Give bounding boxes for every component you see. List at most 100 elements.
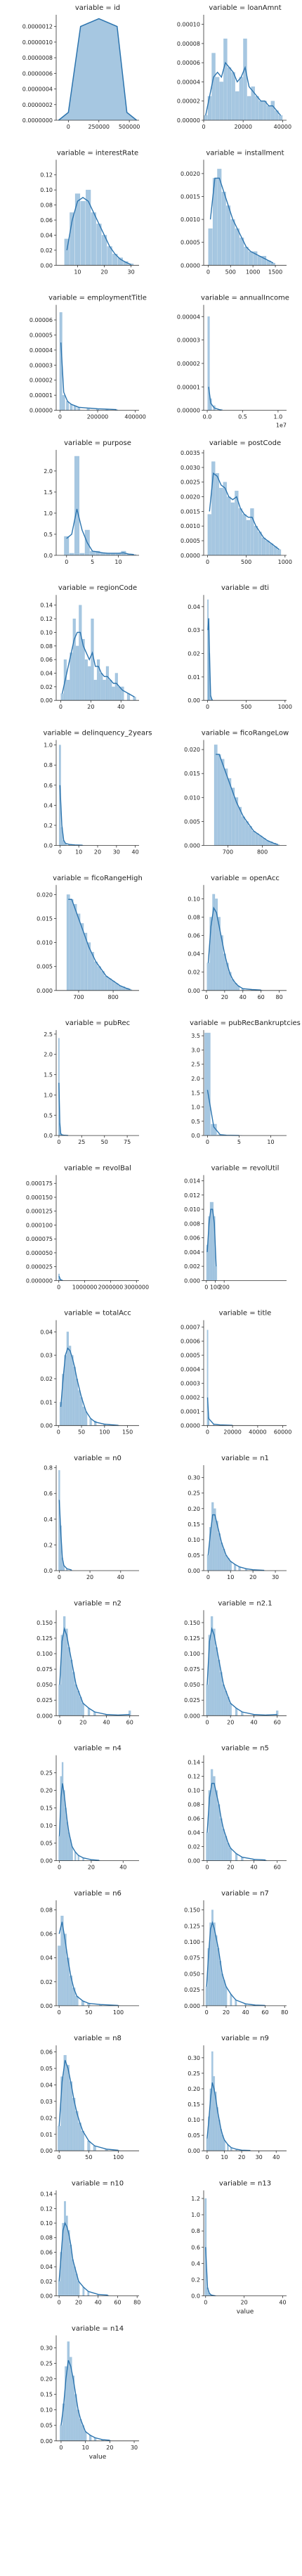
facet-title: variable = pubRecBankruptcies (190, 1019, 301, 1027)
hist-bar (213, 1922, 216, 2007)
kde-line (207, 1514, 265, 1571)
hist-bar (66, 1332, 70, 1426)
facet-title: variable = n2 (74, 1599, 122, 1607)
hist-bar (91, 618, 94, 701)
y-tick-label: 0.0000006 (22, 70, 53, 77)
hist-bar (248, 251, 254, 266)
hist-bar (255, 96, 259, 121)
facet-title: variable = totalAcc (64, 1310, 131, 1318)
x-tick-label: 40 (95, 2300, 102, 2306)
x-tick-label: 2000000 (98, 1284, 124, 1290)
hist-bar (217, 1947, 220, 2007)
y-tick-label: 0.00000 (29, 408, 53, 414)
y-tick-label: 0.05 (40, 1841, 53, 1847)
x-tick-label: 0 (57, 1429, 60, 1436)
y-tick-label: 0.0000 (180, 553, 200, 559)
hist-bar (73, 903, 77, 991)
facet-title: variable = n0 (74, 1455, 122, 1462)
kde-line (58, 2222, 108, 2296)
y-tick-label: 0.0020 (180, 494, 200, 501)
y-tick-label: 0.00 (40, 697, 53, 704)
hist-bar (244, 246, 249, 266)
hist-bar (257, 256, 262, 266)
kde-line (58, 1275, 63, 1282)
hist-bar (69, 553, 74, 556)
hist-bar (270, 262, 275, 266)
hist-bar (227, 1558, 230, 1571)
y-tick-label: 0.0 (44, 843, 53, 849)
hist-bar (66, 2065, 70, 2151)
hist-bar (65, 1628, 68, 1716)
y-tick-label: 3.5 (191, 1033, 200, 1039)
facet-title: variable = n13 (219, 2180, 271, 2188)
kde-line (206, 1782, 266, 1861)
y-tick-label: 0.10 (188, 2117, 200, 2123)
y-tick-label: 1.5 (44, 489, 53, 496)
hist-bar (67, 1647, 71, 1716)
y-tick-label: 0.0 (191, 1133, 200, 1139)
x-tick-label: 100 (210, 1284, 221, 1290)
x-tick-label: 0.5 (238, 414, 247, 420)
y-tick-label: 0.8 (191, 2228, 200, 2234)
x-tick-label: 20 (100, 269, 107, 275)
x-tick-label: 40 (117, 704, 124, 710)
x-tick-label: 0 (58, 849, 62, 856)
x-tick-label: 500 (241, 704, 251, 710)
y-tick-label: 0.20 (40, 2376, 53, 2383)
facet-n2: variable = n2 0.000 0.025 0.050 0.075 0.100 0.… (37, 1599, 139, 1725)
x-tick-label: 20 (94, 849, 101, 856)
facet-totalacc: variable = totalAcc 0.00 0.01 0.02 0.03 0.04 0… (40, 1310, 139, 1436)
y-tick-label: 0.00 (40, 2148, 53, 2154)
hist-bar (96, 659, 100, 701)
x-tick-label: 0 (206, 1429, 209, 1436)
x-tick-label: 0 (205, 2154, 209, 2160)
x-tick-label: 20 (106, 2445, 113, 2451)
y-tick-label: 0.08 (40, 1907, 53, 1914)
x-tick-label: 60 (274, 1865, 281, 1871)
y-tick-label: 0.12 (40, 2205, 53, 2212)
hist-bar (58, 1470, 60, 1571)
hist-bar (243, 38, 247, 121)
hist-bar (251, 830, 256, 846)
y-tick-label: 0.05 (40, 2423, 53, 2429)
y-tick-label: 0.002 (184, 1263, 200, 1270)
hist-bar (230, 502, 235, 556)
x-axis-label: value (237, 2309, 254, 2316)
facet-title: variable = id (75, 4, 120, 12)
x-offset-label: 1e7 (276, 423, 287, 429)
kde-line (206, 2082, 251, 2151)
facet-title: variable = revolBal (64, 1164, 131, 1172)
y-tick-label: 0.02 (40, 2115, 53, 2121)
hist-bar (66, 401, 70, 411)
hist-bar (213, 1628, 216, 1716)
hist-bar (217, 754, 221, 846)
density-line (58, 18, 137, 121)
hist-bar (72, 618, 76, 701)
facet-title: variable = loanAmnt (209, 4, 281, 12)
x-tick-label: 50 (78, 1429, 85, 1436)
y-tick-label: 0.0025 (180, 479, 200, 486)
x-tick-label: 20 (79, 1719, 86, 1725)
y-tick-label: 0.6 (44, 783, 53, 789)
facet-title: variable = n1 (221, 1455, 269, 1462)
y-tick-label: 0.020 (37, 891, 53, 898)
hist-bar (91, 212, 96, 266)
facet-title: variable = n8 (74, 2035, 122, 2042)
hist-bar (206, 2138, 209, 2151)
y-tick-label: 0.0 (44, 1568, 53, 1574)
facet-ficorangelow: variable = ficoRangeLow 0.000 0.005 0.010 0.… (184, 730, 289, 856)
hist-bar (58, 1945, 61, 2007)
x-tick-label: 20 (86, 1574, 93, 1580)
hist-bar (80, 200, 86, 266)
kde-line (68, 899, 131, 991)
hist-bar (245, 821, 249, 846)
y-tick-label: 0.12 (40, 616, 53, 622)
hist-bar (213, 1776, 216, 1861)
hist-bar (78, 2123, 81, 2151)
x-tick-label: 40 (132, 849, 139, 856)
x-tick-label: 60 (258, 994, 265, 1000)
y-tick-label: 0.005 (184, 818, 200, 825)
hist-bar (235, 1853, 238, 1861)
facet-title: variable = n14 (72, 2325, 124, 2333)
hist-bar (75, 1996, 79, 2007)
